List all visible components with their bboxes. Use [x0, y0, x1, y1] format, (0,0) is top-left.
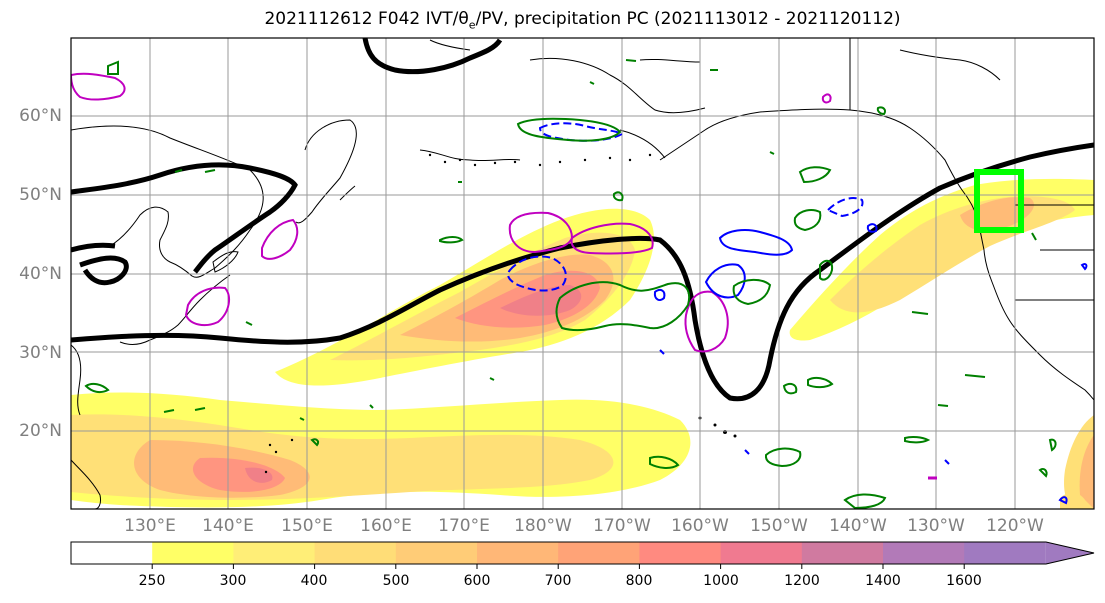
- lon-label-160w: 160°W: [671, 516, 729, 536]
- lon-label-130w: 130°W: [907, 516, 965, 536]
- map-frame: [70, 37, 1095, 510]
- theta-e-contours: [71, 72, 832, 353]
- lon-label-150w: 150°W: [750, 516, 808, 536]
- colorbar-cell-2: [233, 542, 316, 564]
- lon-label-170w: 170°W: [593, 516, 651, 536]
- colorbar-cell-10: [883, 542, 965, 564]
- region-box: [974, 169, 1024, 233]
- colorbar-cells: [71, 542, 1094, 564]
- lon-label-170e: 170°E: [438, 516, 490, 536]
- colorbar-label-600: 600: [463, 573, 491, 589]
- lat-label-20n: 20°N: [19, 421, 62, 441]
- colorbar-cell-11: [964, 542, 1046, 564]
- lat-label-50n: 50°N: [19, 185, 62, 205]
- colorbar-label-1200: 1200: [784, 573, 820, 589]
- colorbar-extend-triangle: [1046, 542, 1094, 564]
- colorbar-cell-1: [152, 542, 234, 564]
- lat-label-40n: 40°N: [19, 264, 62, 284]
- lat-label-60n: 60°N: [19, 106, 62, 126]
- colorbar-label-500: 500: [382, 573, 410, 589]
- lon-label-140e: 140°E: [202, 516, 254, 536]
- lon-label-130e: 130°E: [124, 516, 176, 536]
- lon-label-160e: 160°E: [360, 516, 412, 536]
- colorbar-label-400: 400: [300, 573, 328, 589]
- colorbar-cell-5: [477, 542, 559, 564]
- colorbar-label-1600: 1600: [946, 573, 982, 589]
- lon-label-150e: 150°E: [281, 516, 333, 536]
- colorbar-cell-7: [639, 542, 722, 564]
- pv-contours: [71, 38, 1094, 402]
- colorbar-label-800: 800: [625, 573, 653, 589]
- lat-label-30n: 30°N: [19, 343, 62, 363]
- colorbar-cell-8: [720, 542, 803, 564]
- colorbar-label-1400: 1400: [865, 573, 901, 589]
- colorbar-cell-6: [558, 542, 640, 564]
- colorbar-label-700: 700: [544, 573, 572, 589]
- colorbar-cell-0: [71, 542, 153, 564]
- colorbar-cell-4: [395, 542, 478, 564]
- map-title: 2021112612 F042 IVT/θe/PV, precipitation…: [264, 9, 901, 32]
- lon-label-140w: 140°W: [829, 516, 887, 536]
- colorbar-cell-9: [801, 542, 884, 564]
- colorbar-label-250: 250: [138, 573, 166, 589]
- colorbar-label-300: 300: [219, 573, 247, 589]
- lon-label-120w: 120°W: [986, 516, 1044, 536]
- colorbar-cell-3: [314, 542, 397, 564]
- colorbar-ticks: [151, 564, 965, 569]
- colorbar-outline: [70, 541, 1095, 565]
- colorbar-label-1000: 1000: [703, 573, 739, 589]
- precip-positive-contours: [84, 59, 1057, 509]
- lon-label-180w: 180°W: [514, 516, 572, 536]
